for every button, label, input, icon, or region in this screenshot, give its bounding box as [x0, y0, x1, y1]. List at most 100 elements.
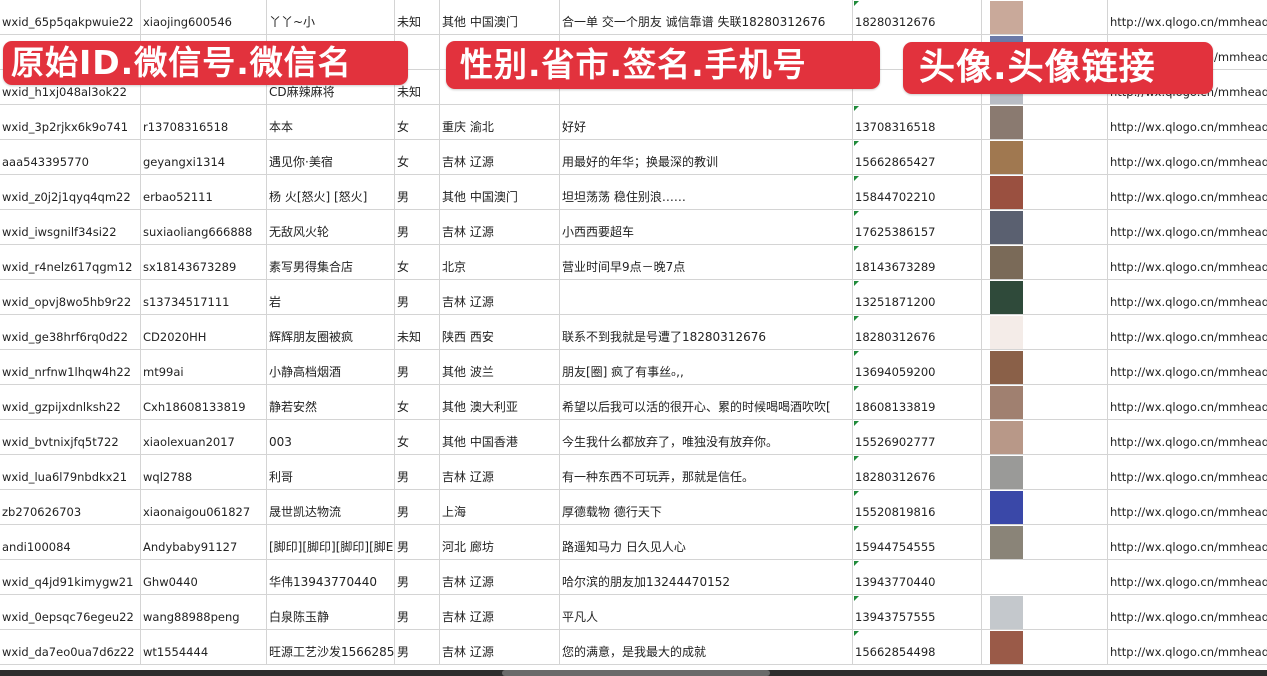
gender-cell[interactable]: 男	[395, 595, 440, 629]
avatar-cell[interactable]	[982, 525, 1108, 559]
signature-cell[interactable]: 营业时间早9点－晚7点	[560, 245, 853, 279]
original-id-cell[interactable]: wxid_z0j2j1qyq4qm22	[0, 175, 141, 209]
avatar-cell[interactable]	[982, 455, 1108, 489]
avatar-cell[interactable]	[982, 210, 1108, 244]
avatar-cell[interactable]	[982, 560, 1108, 594]
avatar-cell[interactable]	[982, 175, 1108, 209]
phone-cell[interactable]: 18143673289	[853, 245, 982, 279]
wechat-id-cell[interactable]: Andybaby91127	[141, 525, 267, 559]
wechat-name-cell[interactable]: CD麻辣麻将	[267, 70, 395, 104]
wechat-id-cell[interactable]: wt1554444	[141, 630, 267, 664]
wechat-id-cell[interactable]: mt99ai	[141, 350, 267, 384]
region-cell[interactable]: 吉林 辽源	[440, 280, 560, 314]
wechat-id-cell[interactable]: Ghw0440	[141, 560, 267, 594]
gender-cell[interactable]	[395, 35, 440, 69]
wechat-id-cell[interactable]: suxiaoliang666888	[141, 210, 267, 244]
original-id-cell[interactable]: aaa543395770	[0, 140, 141, 174]
gender-cell[interactable]: 男	[395, 630, 440, 664]
phone-cell[interactable]: 18280312676	[853, 455, 982, 489]
phone-cell[interactable]: 13943770440	[853, 560, 982, 594]
original-id-cell[interactable]: wxid_da7eo0ua7d6z22	[0, 630, 141, 664]
wechat-id-cell[interactable]: wang88988peng	[141, 595, 267, 629]
original-id-cell[interactable]: wxid_q4jd91kimygw21	[0, 560, 141, 594]
wechat-name-cell[interactable]: 无敌风火轮	[267, 210, 395, 244]
region-cell[interactable]: 吉林 辽源	[440, 595, 560, 629]
wechat-id-cell[interactable]: Cxh18608133819	[141, 385, 267, 419]
avatar-url-cell[interactable]: http://wx.qlogo.cn/mmhead	[1108, 385, 1267, 419]
avatar-cell[interactable]	[982, 350, 1108, 384]
phone-cell[interactable]: 15526902777	[853, 420, 982, 454]
wechat-id-cell[interactable]: CD2020HH	[141, 315, 267, 349]
wechat-id-cell[interactable]: geyangxi1314	[141, 140, 267, 174]
avatar-url-cell[interactable]: http://wx.qlogo.cn/mmhead	[1108, 525, 1267, 559]
avatar-url-cell[interactable]: http://wx.qlogo.cn/mmhead	[1108, 595, 1267, 629]
gender-cell[interactable]: 未知	[395, 70, 440, 104]
gender-cell[interactable]: 女	[395, 420, 440, 454]
avatar-url-cell[interactable]: http://wx.qlogo.cn/mmhead	[1108, 490, 1267, 524]
avatar-cell[interactable]	[982, 140, 1108, 174]
wechat-id-cell[interactable]: xiaojing600546	[141, 0, 267, 34]
wechat-id-cell[interactable]: sx18143673289	[141, 245, 267, 279]
signature-cell[interactable]: 小西西要超车	[560, 210, 853, 244]
avatar-cell[interactable]	[982, 420, 1108, 454]
avatar-url-cell[interactable]: http://wx.qlogo.cn/mmhead	[1108, 420, 1267, 454]
wechat-id-cell[interactable]: wql2788	[141, 455, 267, 489]
phone-cell[interactable]: 13708316518	[853, 105, 982, 139]
original-id-cell[interactable]: wxid_opvj8wo5hb9r22	[0, 280, 141, 314]
signature-cell[interactable]: 好好	[560, 105, 853, 139]
wechat-name-cell[interactable]: 利哥	[267, 455, 395, 489]
avatar-url-cell[interactable]: http://wx.qlogo.cn/mmhead	[1108, 280, 1267, 314]
wechat-name-cell[interactable]: 素写男得集合店	[267, 245, 395, 279]
wechat-name-cell[interactable]: 辉辉朋友圈被疯	[267, 315, 395, 349]
signature-cell[interactable]: 有一种东西不可玩弄，那就是信任。	[560, 455, 853, 489]
original-id-cell[interactable]: wxid_lua6l79nbdkx21	[0, 455, 141, 489]
avatar-url-cell[interactable]: http://wx.qlogo.cn/mmhead	[1108, 560, 1267, 594]
wechat-name-cell[interactable]: 丫丫~小	[267, 0, 395, 34]
avatar-url-cell[interactable]: http://wx.qlogo.cn/mmhead	[1108, 630, 1267, 664]
gender-cell[interactable]: 男	[395, 175, 440, 209]
avatar-url-cell[interactable]: http://wx.qlogo.cn/mmhead	[1108, 175, 1267, 209]
signature-cell[interactable]: 您的满意，是我最大的成就	[560, 630, 853, 664]
gender-cell[interactable]: 女	[395, 105, 440, 139]
original-id-cell[interactable]: zb270626703	[0, 490, 141, 524]
gender-cell[interactable]: 男	[395, 350, 440, 384]
original-id-cell[interactable]: wxid_ge38hrf6rq0d22	[0, 315, 141, 349]
gender-cell[interactable]: 男	[395, 280, 440, 314]
avatar-cell[interactable]	[982, 0, 1108, 34]
wechat-id-cell[interactable]: xiaonaigou061827	[141, 490, 267, 524]
gender-cell[interactable]: 男	[395, 525, 440, 559]
avatar-cell[interactable]	[982, 315, 1108, 349]
avatar-url-cell[interactable]: http://wx.qlogo.cn/mmhead	[1108, 455, 1267, 489]
avatar-cell[interactable]	[982, 280, 1108, 314]
avatar-url-cell[interactable]: http://wx.qlogo.cn/mmhead	[1108, 105, 1267, 139]
avatar-cell[interactable]	[982, 385, 1108, 419]
phone-cell[interactable]: 18608133819	[853, 385, 982, 419]
region-cell[interactable]: 上海	[440, 490, 560, 524]
region-cell[interactable]: 其他 澳大利亚	[440, 385, 560, 419]
wechat-id-cell[interactable]: xiaolexuan2017	[141, 420, 267, 454]
region-cell[interactable]: 其他 中国澳门	[440, 0, 560, 34]
signature-cell[interactable]: 哈尔滨的朋友加13244470152	[560, 560, 853, 594]
original-id-cell[interactable]: wxid_h1xj048al3ok22	[0, 70, 141, 104]
phone-cell[interactable]: 15844702210	[853, 175, 982, 209]
wechat-id-cell[interactable]: r13708316518	[141, 105, 267, 139]
phone-cell[interactable]: 15944754555	[853, 525, 982, 559]
signature-cell[interactable]: 合一单 交一个朋友 诚信靠谱 失联18280312676	[560, 0, 853, 34]
original-id-cell[interactable]: wxid_bvtnixjfq5t722	[0, 420, 141, 454]
signature-cell[interactable]: 今生我什么都放弃了，唯独没有放弃你。	[560, 420, 853, 454]
phone-cell[interactable]: 17625386157	[853, 210, 982, 244]
gender-cell[interactable]: 男	[395, 455, 440, 489]
gender-cell[interactable]: 女	[395, 385, 440, 419]
original-id-cell[interactable]: andi100084	[0, 525, 141, 559]
region-cell[interactable]: 陕西 西安	[440, 315, 560, 349]
wechat-name-cell[interactable]: 华伟13943770440	[267, 560, 395, 594]
avatar-url-cell[interactable]: http://wx.qlogo.cn/mmhead	[1108, 315, 1267, 349]
signature-cell[interactable]	[560, 280, 853, 314]
region-cell[interactable]: 其他 波兰	[440, 350, 560, 384]
wechat-name-cell[interactable]: 白泉陈玉静	[267, 595, 395, 629]
wechat-name-cell[interactable]: 静若安然	[267, 385, 395, 419]
signature-cell[interactable]: 朋友[圈] 疯了有事丝ₒ,,	[560, 350, 853, 384]
original-id-cell[interactable]: wxid_gzpijxdnlksh22	[0, 385, 141, 419]
wechat-id-cell[interactable]	[141, 70, 267, 104]
gender-cell[interactable]: 未知	[395, 0, 440, 34]
